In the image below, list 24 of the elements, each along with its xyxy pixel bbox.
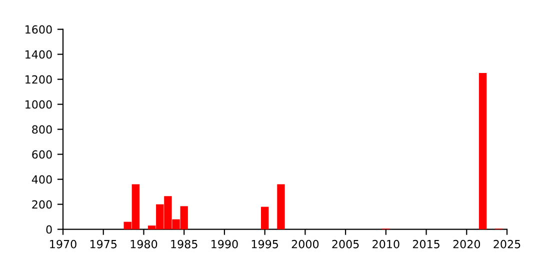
x-tick-label: 1970 xyxy=(50,240,76,248)
y-tick-label: 600 xyxy=(32,150,52,159)
x-tick-label: 1990 xyxy=(212,240,238,248)
x-tick-label: 2005 xyxy=(332,240,359,248)
bar xyxy=(260,206,269,230)
y-tick-label: 200 xyxy=(32,200,52,209)
x-tick-label: 2020 xyxy=(453,240,480,248)
x-tick-label: 2025 xyxy=(494,240,520,248)
y-tick-label: 0 xyxy=(46,225,52,234)
x-tick-label: 1975 xyxy=(90,240,117,248)
x-tick-label: 2010 xyxy=(372,240,400,248)
y-tick-label: 1000 xyxy=(26,100,52,109)
y-tick-label: 800 xyxy=(32,125,52,134)
x-tick-label: 2000 xyxy=(292,240,319,248)
bar xyxy=(277,184,285,230)
x-tick-label: 2015 xyxy=(412,240,440,248)
y-tick-label: 1200 xyxy=(26,75,52,84)
x-tick-label: 1985 xyxy=(171,240,198,248)
bar xyxy=(478,73,487,230)
y-tick-label: 400 xyxy=(32,175,52,184)
y-tick-label: 1600 xyxy=(26,25,52,34)
x-tick-label: 1995 xyxy=(252,240,278,248)
y-tick-label: 1400 xyxy=(26,50,52,59)
x-tick-label: 1980 xyxy=(130,240,158,248)
